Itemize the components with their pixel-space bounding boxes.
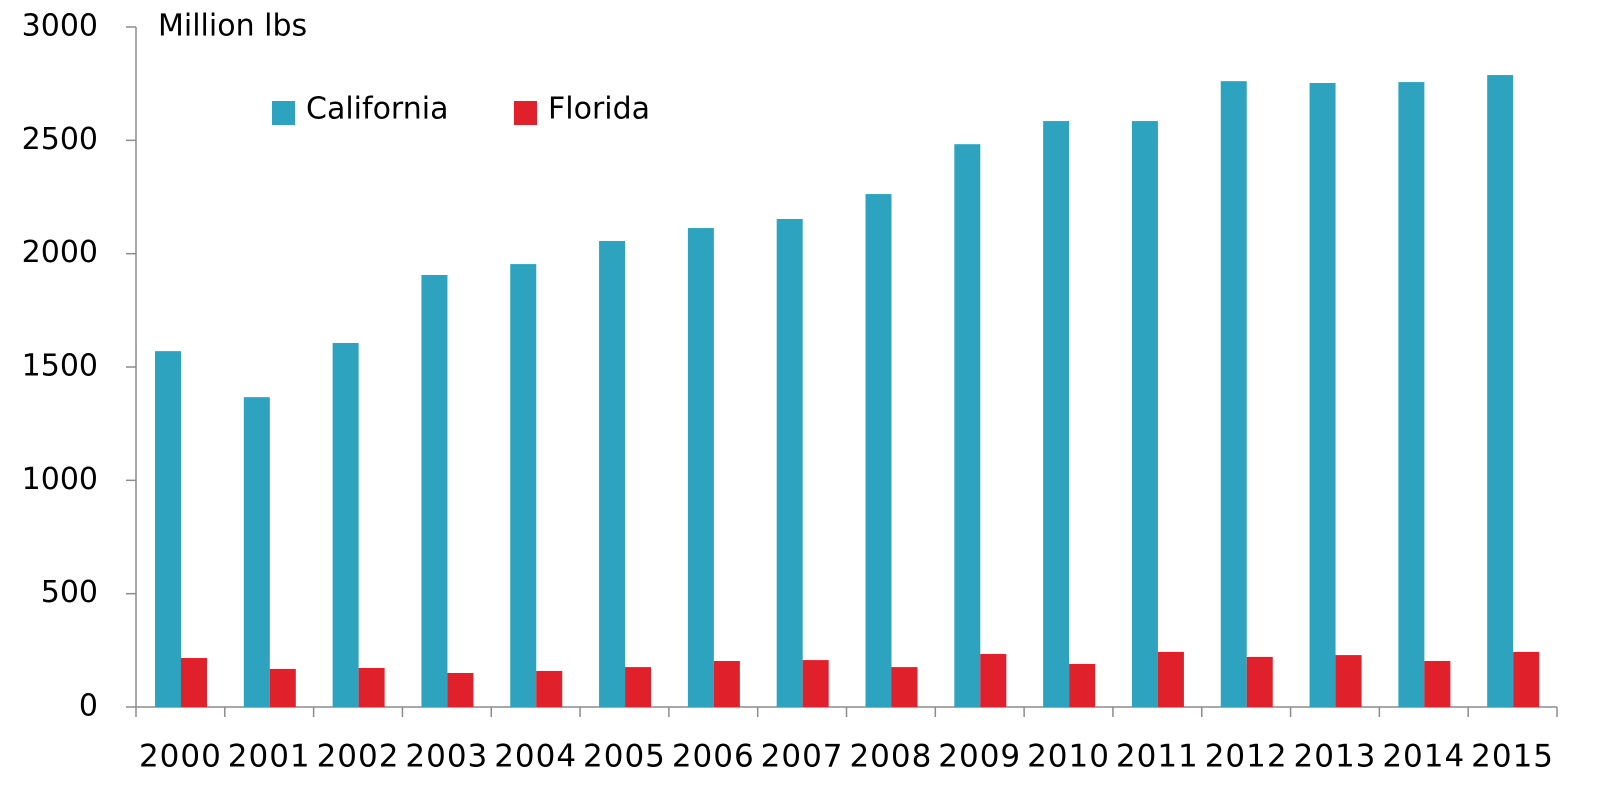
x-tick-label: 2009 [938,739,1021,775]
legend-swatch [272,101,295,125]
bar [954,144,981,708]
bar [1487,75,1514,707]
x-tick-label: 2003 [405,739,488,775]
bar [536,670,563,707]
x-tick-label: 2001 [228,739,311,775]
y-tick-label: 1000 [22,462,98,497]
bar [358,668,385,707]
y-tick-label: 0 [79,689,98,724]
bar [980,653,1007,707]
legend-label: California [306,92,448,127]
x-tick-label: 2010 [1027,739,1110,775]
x-tick-label: 2000 [139,739,222,775]
bar [713,660,740,707]
x-tick-label: 2008 [849,739,932,775]
bar [599,240,626,707]
bar [625,667,652,707]
x-tick-label: 2011 [1116,739,1199,775]
bar [776,218,803,707]
bar [1220,81,1247,707]
bar [865,194,892,707]
bar [181,658,207,707]
x-tick-label: 2007 [761,739,844,775]
x-tick-label: 2015 [1471,739,1554,775]
bar [1069,663,1096,707]
x-tick-label: 2002 [317,739,400,775]
bar [1043,121,1070,708]
bar [243,397,270,707]
bar [332,342,359,707]
bar [1335,655,1362,707]
bar [1424,660,1451,707]
x-tick-label: 2005 [583,739,666,775]
bar [891,667,918,707]
x-tick-label: 2006 [672,739,755,775]
bar [421,274,448,707]
bar [447,673,474,707]
bar [802,660,829,707]
x-tick-label: 2014 [1382,739,1465,775]
bar [1309,82,1336,707]
bar [1398,82,1425,707]
bar [687,228,714,707]
y-tick-label: 500 [41,575,98,610]
legend-label: Florida [548,92,650,127]
bar [1157,651,1184,707]
y-tick-label: 2000 [22,235,98,270]
bar [1513,651,1540,707]
x-tick-label: 2013 [1294,739,1377,775]
bar [1131,121,1158,708]
y-tick-label: 2500 [22,122,98,157]
x-tick-label: 2004 [494,739,577,775]
x-tick-label: 2012 [1205,739,1288,775]
bar [510,264,537,707]
legend-swatch [514,101,537,125]
y-tick-label: 1500 [22,349,98,384]
y-tick-label: 3000 [22,9,98,44]
bar [1246,656,1273,707]
bar [269,668,296,707]
bar [155,351,181,707]
chart-title: Million lbs [158,9,307,44]
